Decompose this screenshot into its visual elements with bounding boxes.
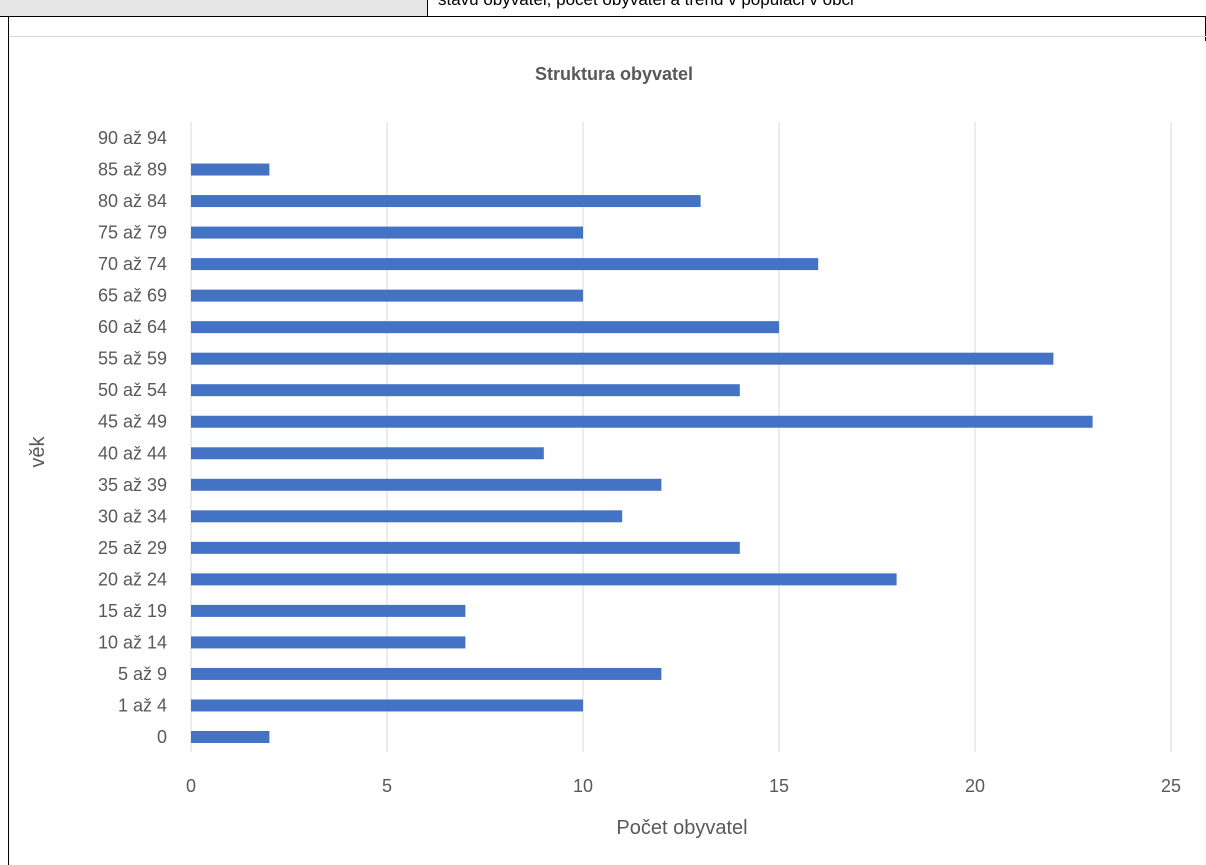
- category-label: 1 až 4: [118, 695, 167, 715]
- bar: [191, 478, 662, 491]
- bar: [191, 573, 897, 586]
- table-cell-shaded: [0, 0, 428, 17]
- category-label: 30 až 34: [98, 506, 167, 526]
- category-label: 70 až 74: [98, 254, 167, 274]
- bar: [191, 384, 740, 397]
- bar: [191, 258, 819, 271]
- gridlines: [190, 122, 1172, 752]
- bar: [191, 226, 583, 239]
- category-label: 45 až 49: [98, 412, 167, 432]
- table-cell-text-content: stavu obyvatel, počet obyvatel a trend v…: [438, 0, 854, 10]
- bar: [191, 699, 583, 712]
- category-label: 60 až 64: [98, 317, 167, 337]
- bar: [191, 510, 623, 523]
- x-tick-label: 20: [965, 776, 985, 796]
- x-tick-label: 5: [382, 776, 392, 796]
- bar: [191, 321, 779, 334]
- bar: [191, 195, 701, 208]
- x-axis-title: Počet obyvatel: [616, 817, 747, 839]
- bar: [191, 636, 466, 649]
- bar: [191, 415, 1093, 428]
- x-tick-labels: 0 5 10 15 20 25: [186, 776, 1181, 796]
- bars: [191, 163, 1093, 743]
- category-label: 65 až 69: [98, 286, 167, 306]
- category-label: 85 až 89: [98, 160, 167, 180]
- x-tick-label: 10: [573, 776, 593, 796]
- chart-area: [9, 36, 1206, 865]
- category-labels: 0 1 až 4 5 až 9 10 až 14 15 až 19 20 až 24 25 …: [98, 128, 167, 747]
- chart-title: Struktura obyvatel: [535, 64, 693, 84]
- x-tick-label: 0: [186, 776, 196, 796]
- table-fragment: stavu obyvatel, počet obyvatel a trend v…: [0, 0, 1206, 18]
- category-label: 10 až 14: [98, 632, 167, 652]
- x-tick-label: 25: [1161, 776, 1181, 796]
- category-label: 75 až 79: [98, 223, 167, 243]
- bar: [191, 541, 740, 554]
- table-cell-text: stavu obyvatel, počet obyvatel a trend v…: [428, 0, 1206, 17]
- category-label: 50 až 54: [98, 380, 167, 400]
- bar: [191, 163, 270, 176]
- bar: [191, 667, 662, 680]
- y-axis-title: věk: [27, 435, 49, 467]
- category-label: 20 až 24: [98, 569, 167, 589]
- bar: [191, 289, 583, 302]
- category-label: 0: [157, 727, 167, 747]
- document-frame-left: [8, 17, 9, 865]
- category-label: 35 až 39: [98, 475, 167, 495]
- category-label: 80 až 84: [98, 191, 167, 211]
- x-tick-label: 15: [769, 776, 789, 796]
- bar: [191, 731, 270, 743]
- category-label: 15 až 19: [98, 601, 167, 621]
- category-label: 40 až 44: [98, 443, 167, 463]
- category-label: 5 až 9: [118, 664, 167, 684]
- category-label: 25 až 29: [98, 538, 167, 558]
- category-label: 55 až 59: [98, 349, 167, 369]
- bar: [191, 352, 1054, 365]
- bar: [191, 447, 544, 460]
- category-label: 90 až 94: [98, 128, 167, 148]
- bar: [191, 604, 466, 617]
